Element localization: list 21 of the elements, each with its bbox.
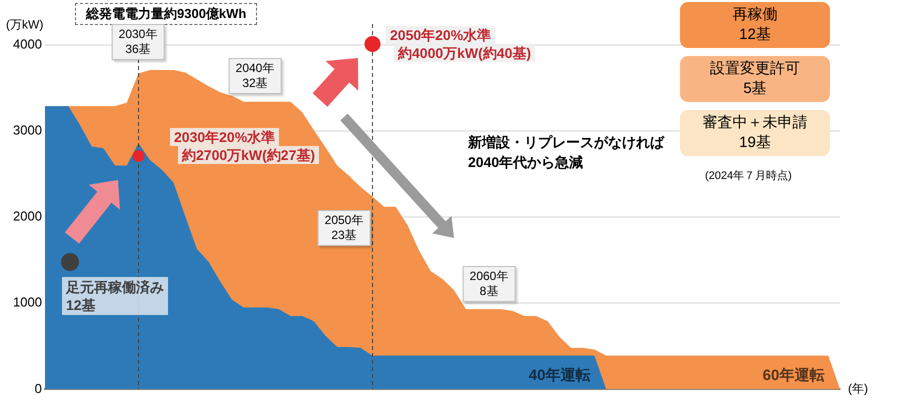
annotation: 足元再稼働済み 12基: [62, 277, 168, 315]
text: 総発電電力量約9300億kWh: [75, 3, 258, 25]
annotation: 2030年20%水準: [170, 128, 280, 146]
y-tick-label: 1000: [13, 294, 42, 310]
annotation: 新増設・リプレースがなければ 2040年代から急減: [468, 133, 664, 172]
series-label: 60年運転: [762, 366, 824, 384]
annotation: 2040年 32基: [228, 58, 282, 94]
y-tick-label: 4000: [13, 36, 42, 52]
y-tick-label: 3000: [13, 122, 42, 138]
series-label: 40年運転: [528, 366, 590, 384]
text: 2050年20%水準: [386, 26, 496, 44]
annotation: 2060年 8基: [462, 266, 516, 302]
y-tick-label: 2000: [13, 208, 42, 224]
annotation: 2030年 36基: [112, 24, 164, 60]
annotation: 2050年 23基: [318, 210, 370, 246]
annotation: (2024年７月時点): [705, 168, 792, 183]
y-axis-title: (万kW): [6, 17, 44, 32]
annotation: 約4000万kW(約40基): [394, 44, 536, 62]
x-axis-title: (年): [848, 382, 868, 396]
annotation: 約2700万kW(約27基): [178, 146, 320, 164]
y-tick-label: 0: [34, 380, 42, 396]
